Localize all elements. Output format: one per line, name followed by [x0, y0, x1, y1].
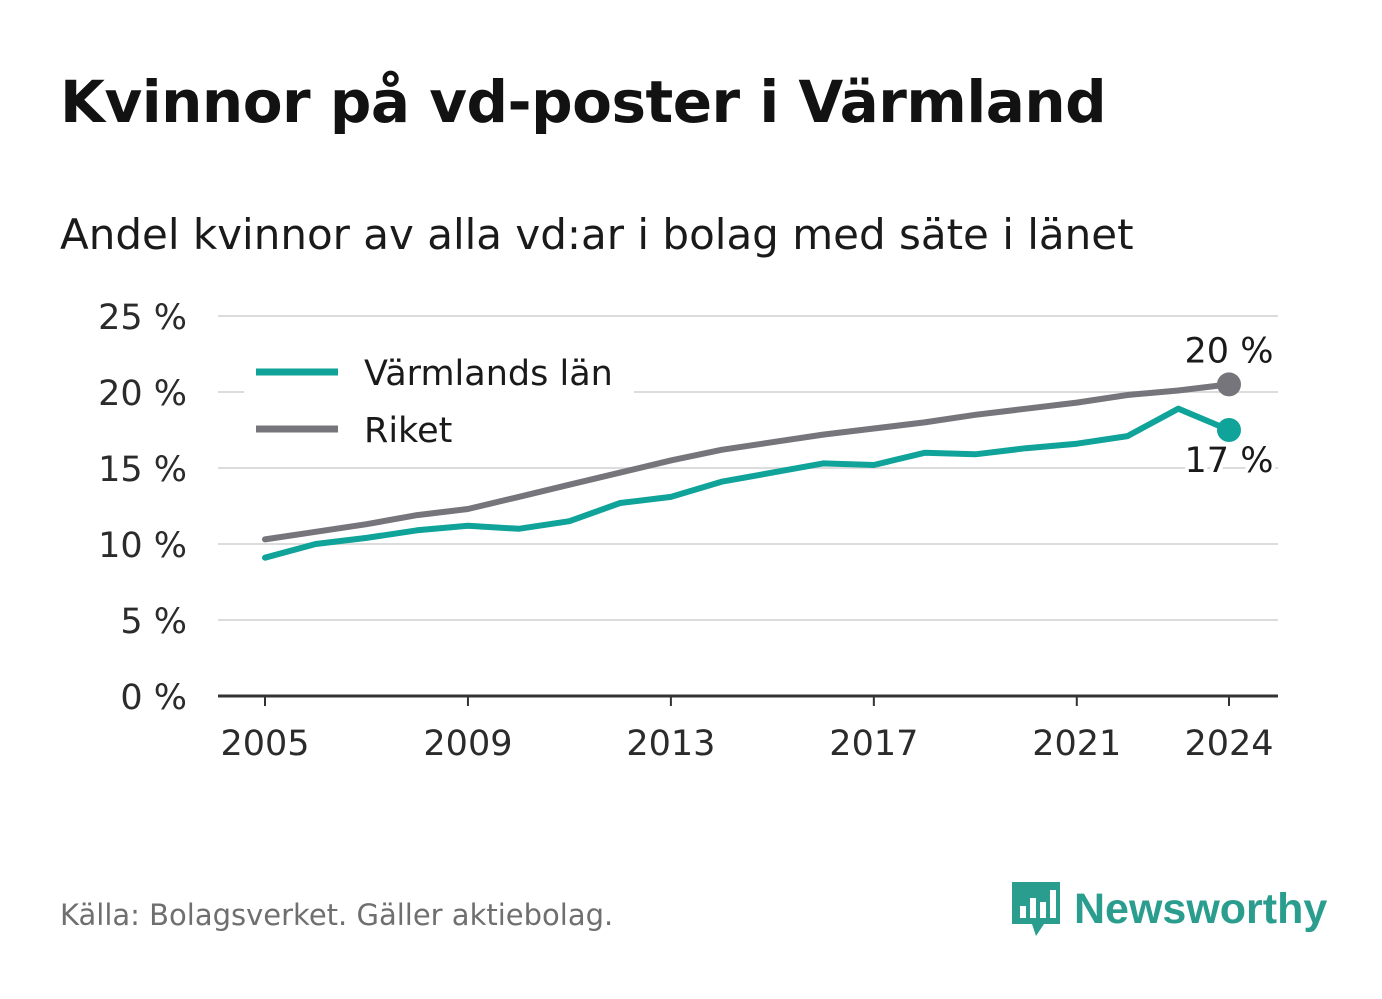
legend-label-1: Riket	[364, 411, 452, 451]
brand-name: Newsworthy	[1074, 884, 1328, 933]
x-tick-label-2009: 2009	[423, 724, 512, 764]
y-tick-label-25: 25 %	[98, 298, 187, 338]
y-tick-label-10: 10 %	[98, 526, 187, 566]
y-tick-label-0: 0 %	[120, 678, 187, 718]
chart-title: Kvinnor på vd-poster i Värmland	[60, 68, 1107, 136]
legend-background	[244, 348, 634, 466]
brand-logo: Newsworthy	[1010, 878, 1327, 940]
y-tick-label-15: 15 %	[98, 450, 187, 490]
y-tick-label-20: 20 %	[98, 374, 187, 414]
newsworthy-logo-icon	[1012, 882, 1060, 936]
x-tick-label-2024: 2024	[1184, 724, 1273, 764]
series-endpoint-1	[1217, 372, 1241, 397]
series-endpoint-0	[1217, 418, 1241, 442]
x-tick-label-2021: 2021	[1032, 724, 1121, 764]
x-tick-label-2017: 2017	[829, 724, 918, 764]
x-tick-label-2013: 2013	[626, 724, 715, 764]
y-tick-label-5: 5 %	[120, 602, 187, 642]
series-line-1	[262, 381, 1232, 543]
series-line-0	[262, 405, 1232, 561]
series-end-label-0: 17 %	[1185, 441, 1274, 481]
series-end-label-1: 20 %	[1185, 331, 1274, 371]
legend-label-0: Värmlands län	[364, 354, 613, 394]
chart-subtitle: Andel kvinnor av alla vd:ar i bolag med …	[60, 210, 1134, 259]
x-tick-label-2005: 2005	[220, 724, 309, 764]
source-note: Källa: Bolagsverket. Gäller aktiebolag.	[60, 898, 614, 932]
